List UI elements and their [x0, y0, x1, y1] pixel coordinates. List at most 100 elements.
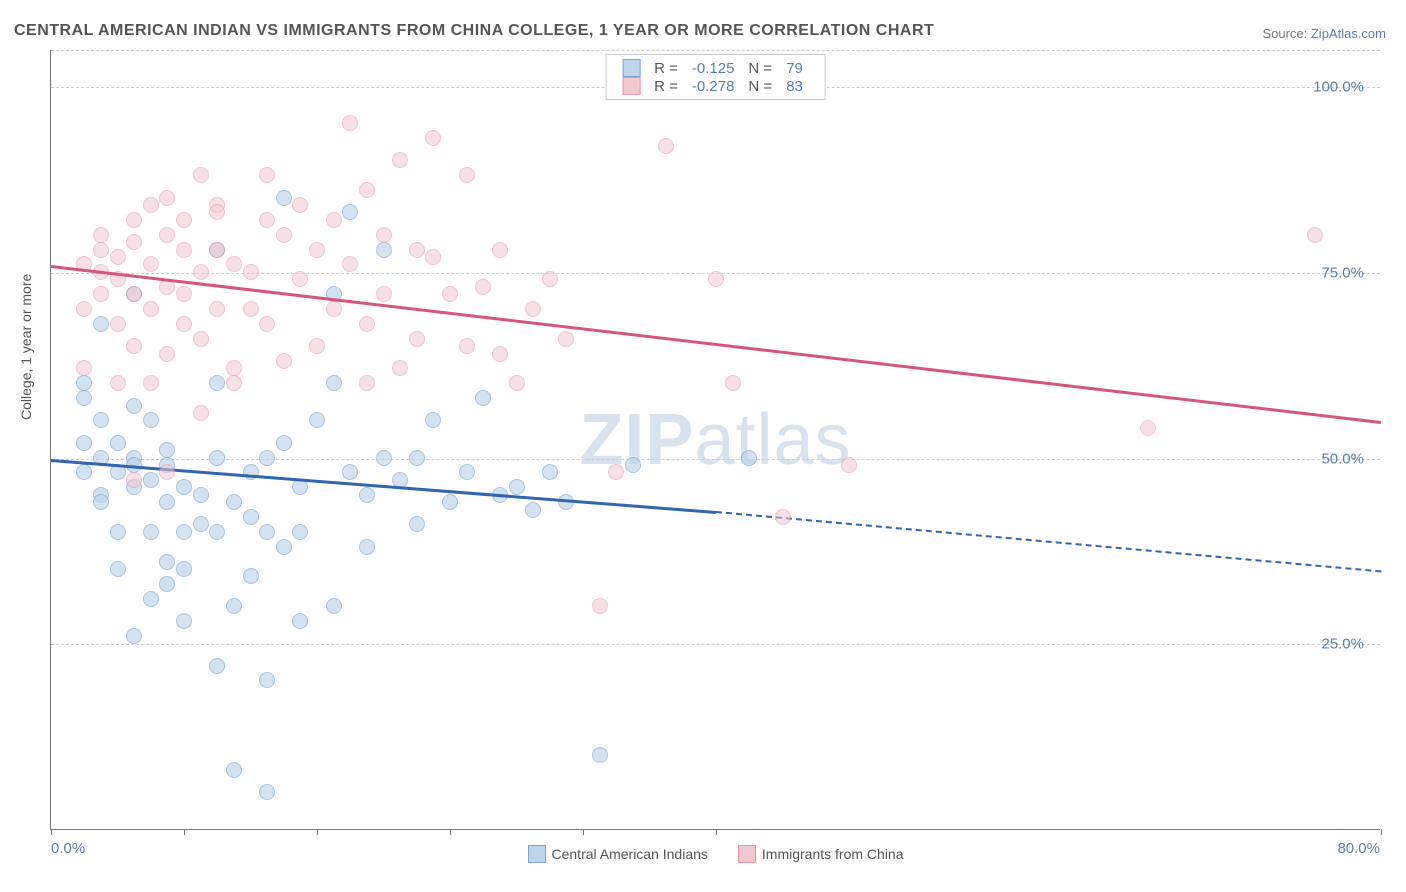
data-point [542, 464, 558, 480]
data-point [143, 591, 159, 607]
data-point [342, 204, 358, 220]
data-point [475, 390, 491, 406]
data-point [425, 412, 441, 428]
n-value: 79 [780, 60, 809, 77]
watermark-atlas: atlas [694, 400, 851, 480]
trend-line [716, 511, 1381, 572]
data-point [359, 539, 375, 555]
data-point [110, 316, 126, 332]
data-point [409, 516, 425, 532]
data-point [193, 516, 209, 532]
data-point [209, 301, 225, 317]
x-tick-label: 0.0% [51, 840, 85, 857]
data-point [143, 524, 159, 540]
data-point [159, 576, 175, 592]
data-point [176, 286, 192, 302]
data-point [243, 464, 259, 480]
data-point [93, 412, 109, 428]
data-point [193, 331, 209, 347]
source-prefix: Source: [1262, 26, 1310, 41]
data-point [126, 472, 142, 488]
data-point [193, 487, 209, 503]
data-point [159, 227, 175, 243]
data-point [475, 279, 491, 295]
r-label: R = [654, 60, 678, 77]
legend-swatch [622, 59, 640, 77]
y-tick-label: 50.0% [1321, 450, 1364, 467]
data-point [93, 286, 109, 302]
data-point [276, 227, 292, 243]
data-point [492, 346, 508, 362]
data-point [292, 271, 308, 287]
source-link[interactable]: ZipAtlas.com [1311, 26, 1386, 41]
data-point [226, 360, 242, 376]
data-point [176, 212, 192, 228]
data-point [509, 479, 525, 495]
data-point [342, 256, 358, 272]
correlation-row: R =-0.278N =83 [622, 77, 809, 95]
r-value: -0.125 [686, 60, 741, 77]
data-point [309, 242, 325, 258]
data-point [126, 398, 142, 414]
data-point [292, 613, 308, 629]
data-point [143, 472, 159, 488]
data-point [359, 487, 375, 503]
data-point [226, 256, 242, 272]
data-point [110, 375, 126, 391]
data-point [459, 167, 475, 183]
data-point [392, 360, 408, 376]
x-tick-label: 80.0% [1337, 840, 1380, 857]
data-point [359, 316, 375, 332]
legend-label: Immigrants from China [762, 846, 904, 862]
data-point [243, 264, 259, 280]
data-point [1307, 227, 1323, 243]
data-point [442, 286, 458, 302]
data-point [243, 301, 259, 317]
data-point [93, 316, 109, 332]
legend-label: Central American Indians [551, 846, 707, 862]
data-point [126, 234, 142, 250]
data-point [292, 524, 308, 540]
data-point [209, 204, 225, 220]
data-point [259, 316, 275, 332]
x-tick [450, 829, 451, 835]
data-point [176, 613, 192, 629]
data-point [143, 256, 159, 272]
data-point [359, 182, 375, 198]
n-label: N = [748, 60, 772, 77]
x-tick [716, 829, 717, 835]
data-point [276, 190, 292, 206]
data-point [326, 301, 342, 317]
data-point [209, 242, 225, 258]
data-point [309, 338, 325, 354]
data-point [126, 286, 142, 302]
data-point [775, 509, 791, 525]
data-point [342, 464, 358, 480]
data-point [193, 167, 209, 183]
data-point [276, 353, 292, 369]
data-point [525, 502, 541, 518]
chart-title: CENTRAL AMERICAN INDIAN VS IMMIGRANTS FR… [14, 22, 934, 40]
data-point [110, 249, 126, 265]
data-point [243, 509, 259, 525]
data-point [459, 338, 475, 354]
data-point [93, 242, 109, 258]
data-point [409, 242, 425, 258]
data-point [442, 494, 458, 510]
data-point [542, 271, 558, 287]
data-point [159, 346, 175, 362]
data-point [459, 464, 475, 480]
legend-item: Central American Indians [527, 845, 707, 863]
data-point [110, 524, 126, 540]
data-point [159, 442, 175, 458]
source-attribution: Source: ZipAtlas.com [1262, 26, 1386, 41]
data-point [126, 628, 142, 644]
x-tick [184, 829, 185, 835]
data-point [159, 494, 175, 510]
gridline [51, 644, 1380, 645]
data-point [143, 301, 159, 317]
data-point [259, 167, 275, 183]
data-point [409, 331, 425, 347]
data-point [376, 450, 392, 466]
data-point [1140, 420, 1156, 436]
